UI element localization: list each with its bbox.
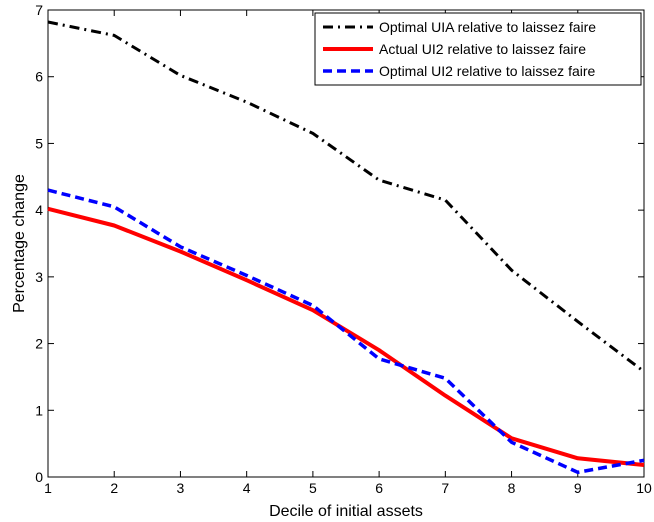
legend-entry-3: Optimal UI2 relative to laissez faire bbox=[379, 63, 596, 79]
y-tick-label: 1 bbox=[35, 402, 43, 418]
x-tick-label: 5 bbox=[309, 480, 317, 496]
y-tick-label: 7 bbox=[35, 2, 43, 18]
series-layer bbox=[47, 20, 645, 475]
x-tick-label: 1 bbox=[44, 480, 52, 496]
y-tick-label: 3 bbox=[35, 269, 43, 285]
legend-entry-2: Actual UI2 relative to laissez faire bbox=[379, 41, 586, 57]
y-tick-label: 4 bbox=[35, 202, 43, 218]
legend-entry-1: Optimal UIA relative to laissez faire bbox=[379, 19, 596, 35]
y-tick-label: 0 bbox=[35, 469, 43, 485]
x-tick-label: 10 bbox=[636, 480, 652, 496]
y-tick-label: 6 bbox=[35, 69, 43, 85]
plot-area bbox=[47, 9, 645, 478]
legend: Optimal UIA relative to laissez faire Act… bbox=[314, 12, 642, 86]
x-axis-label: Decile of initial assets bbox=[269, 503, 423, 520]
y-tick-label: 2 bbox=[35, 336, 43, 352]
x-tick-label: 4 bbox=[243, 480, 251, 496]
x-tick-label: 6 bbox=[375, 480, 383, 496]
x-tick-label: 3 bbox=[177, 480, 185, 496]
x-tick-label: 7 bbox=[441, 480, 449, 496]
y-axis-label: Percentage change bbox=[11, 174, 28, 313]
y-tick-label: 5 bbox=[35, 135, 43, 151]
x-tick-label: 8 bbox=[508, 480, 516, 496]
series-line-2 bbox=[47, 206, 645, 467]
series-line-3 bbox=[47, 188, 645, 475]
x-tick-label: 9 bbox=[574, 480, 582, 496]
plot-frame bbox=[47, 9, 645, 478]
x-tick-label: 2 bbox=[110, 480, 118, 496]
series-line-1 bbox=[47, 20, 645, 373]
